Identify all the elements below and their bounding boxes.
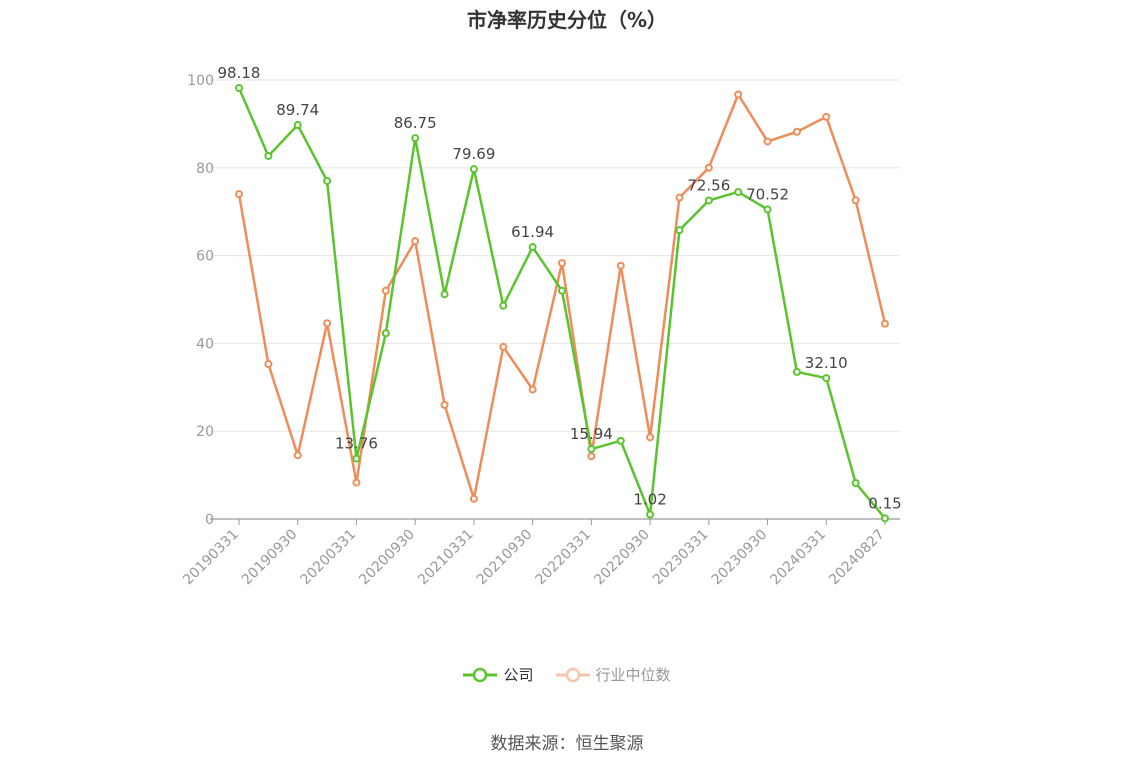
data-label: 98.18 <box>218 64 261 82</box>
data-point-industry <box>440 400 449 409</box>
x-tick-label: 20190930 <box>239 527 301 589</box>
data-point-industry <box>792 127 801 136</box>
x-tick-label: 20240331 <box>767 527 829 589</box>
data-point-industry <box>293 451 302 460</box>
data-point-company <box>587 445 596 454</box>
series-line-company <box>237 87 886 520</box>
data-point-industry <box>616 261 625 270</box>
legend-item-company[interactable]: 公司 <box>463 664 534 685</box>
data-point-industry <box>323 319 332 328</box>
data-label: 89.74 <box>276 101 319 119</box>
data-point-industry <box>499 342 508 351</box>
x-tick-label: 20220930 <box>591 527 653 589</box>
legend-industry-line-icon <box>555 667 590 682</box>
data-point-company <box>792 367 801 376</box>
data-point-industry <box>352 478 361 487</box>
data-point-industry <box>851 196 860 205</box>
legend-label-industry: 行业中位数 <box>595 666 671 684</box>
data-point-company <box>528 243 537 252</box>
data-point-industry <box>587 452 596 461</box>
data-point-industry <box>734 90 743 99</box>
data-point-industry <box>881 319 889 328</box>
data-point-industry <box>411 237 420 246</box>
y-tick-label: 40 <box>196 336 214 352</box>
data-label: 79.69 <box>452 145 495 163</box>
data-label: 32.10 <box>805 354 848 372</box>
data-point-company <box>323 176 332 185</box>
y-tick-label: 0 <box>205 512 214 528</box>
x-tick-label: 20210930 <box>474 527 536 589</box>
y-tick-label: 20 <box>196 424 214 440</box>
x-tick-label: 20220331 <box>532 527 594 589</box>
data-point-company <box>734 187 743 196</box>
data-label: 15.94 <box>570 425 613 443</box>
x-tick-label: 20230930 <box>709 527 771 589</box>
data-point-industry <box>646 433 655 442</box>
data-point-industry <box>704 163 713 172</box>
y-tick-label: 100 <box>187 73 214 89</box>
data-label: 0.15 <box>868 494 901 512</box>
data-point-company <box>293 121 302 130</box>
data-point-company <box>616 436 625 445</box>
data-point-company <box>381 329 390 338</box>
data-point-company <box>235 83 243 92</box>
data-point-company <box>440 290 449 299</box>
data-point-company <box>411 134 420 143</box>
data-point-industry <box>675 193 684 202</box>
data-point-company <box>704 196 713 205</box>
data-point-company <box>558 286 566 295</box>
legend-label-company: 公司 <box>503 666 534 684</box>
legend: 公司 行业中位数 <box>0 664 1134 685</box>
data-source-note: 数据来源：恒生聚源 <box>490 734 644 754</box>
data-point-company <box>499 301 508 310</box>
data-label: 13.76 <box>335 435 378 453</box>
data-point-industry <box>822 112 831 121</box>
data-point-company <box>881 514 889 523</box>
data-point-company <box>646 510 655 519</box>
data-label: 61.94 <box>511 223 554 241</box>
data-point-company <box>264 151 273 160</box>
data-label: 70.52 <box>746 185 789 203</box>
data-point-industry <box>528 385 537 394</box>
data-point-industry <box>558 259 566 268</box>
data-point-industry <box>469 494 478 503</box>
data-point-industry <box>235 190 243 199</box>
chart-title: 市净率历史分位（%） <box>466 8 668 32</box>
x-tick-label: 20200930 <box>356 527 418 589</box>
x-tick-label: 20210331 <box>415 527 477 589</box>
data-point-company <box>851 479 860 488</box>
x-tick-label: 20240827 <box>826 527 888 589</box>
x-tick-label: 20200331 <box>298 527 360 589</box>
y-tick-label: 80 <box>196 161 214 177</box>
data-point-industry <box>763 137 772 146</box>
data-point-company <box>469 165 478 174</box>
data-point-industry <box>381 286 390 295</box>
data-label: 86.75 <box>394 114 437 132</box>
legend-item-industry[interactable]: 行业中位数 <box>555 664 671 685</box>
data-point-company <box>352 454 361 463</box>
x-tick-label: 20230331 <box>650 527 712 589</box>
y-tick-label: 60 <box>196 249 214 265</box>
x-tick-label: 20190331 <box>180 527 242 589</box>
data-point-company <box>822 374 831 383</box>
data-point-company <box>675 226 684 235</box>
data-label: 72.56 <box>687 176 730 194</box>
legend-company-line-icon <box>463 667 498 682</box>
data-point-company <box>763 205 772 214</box>
data-label: 1.02 <box>633 491 666 509</box>
data-point-industry <box>264 360 273 369</box>
line-chart: 0 20 40 60 80 100 2019033120190930202003312020… <box>180 64 902 589</box>
